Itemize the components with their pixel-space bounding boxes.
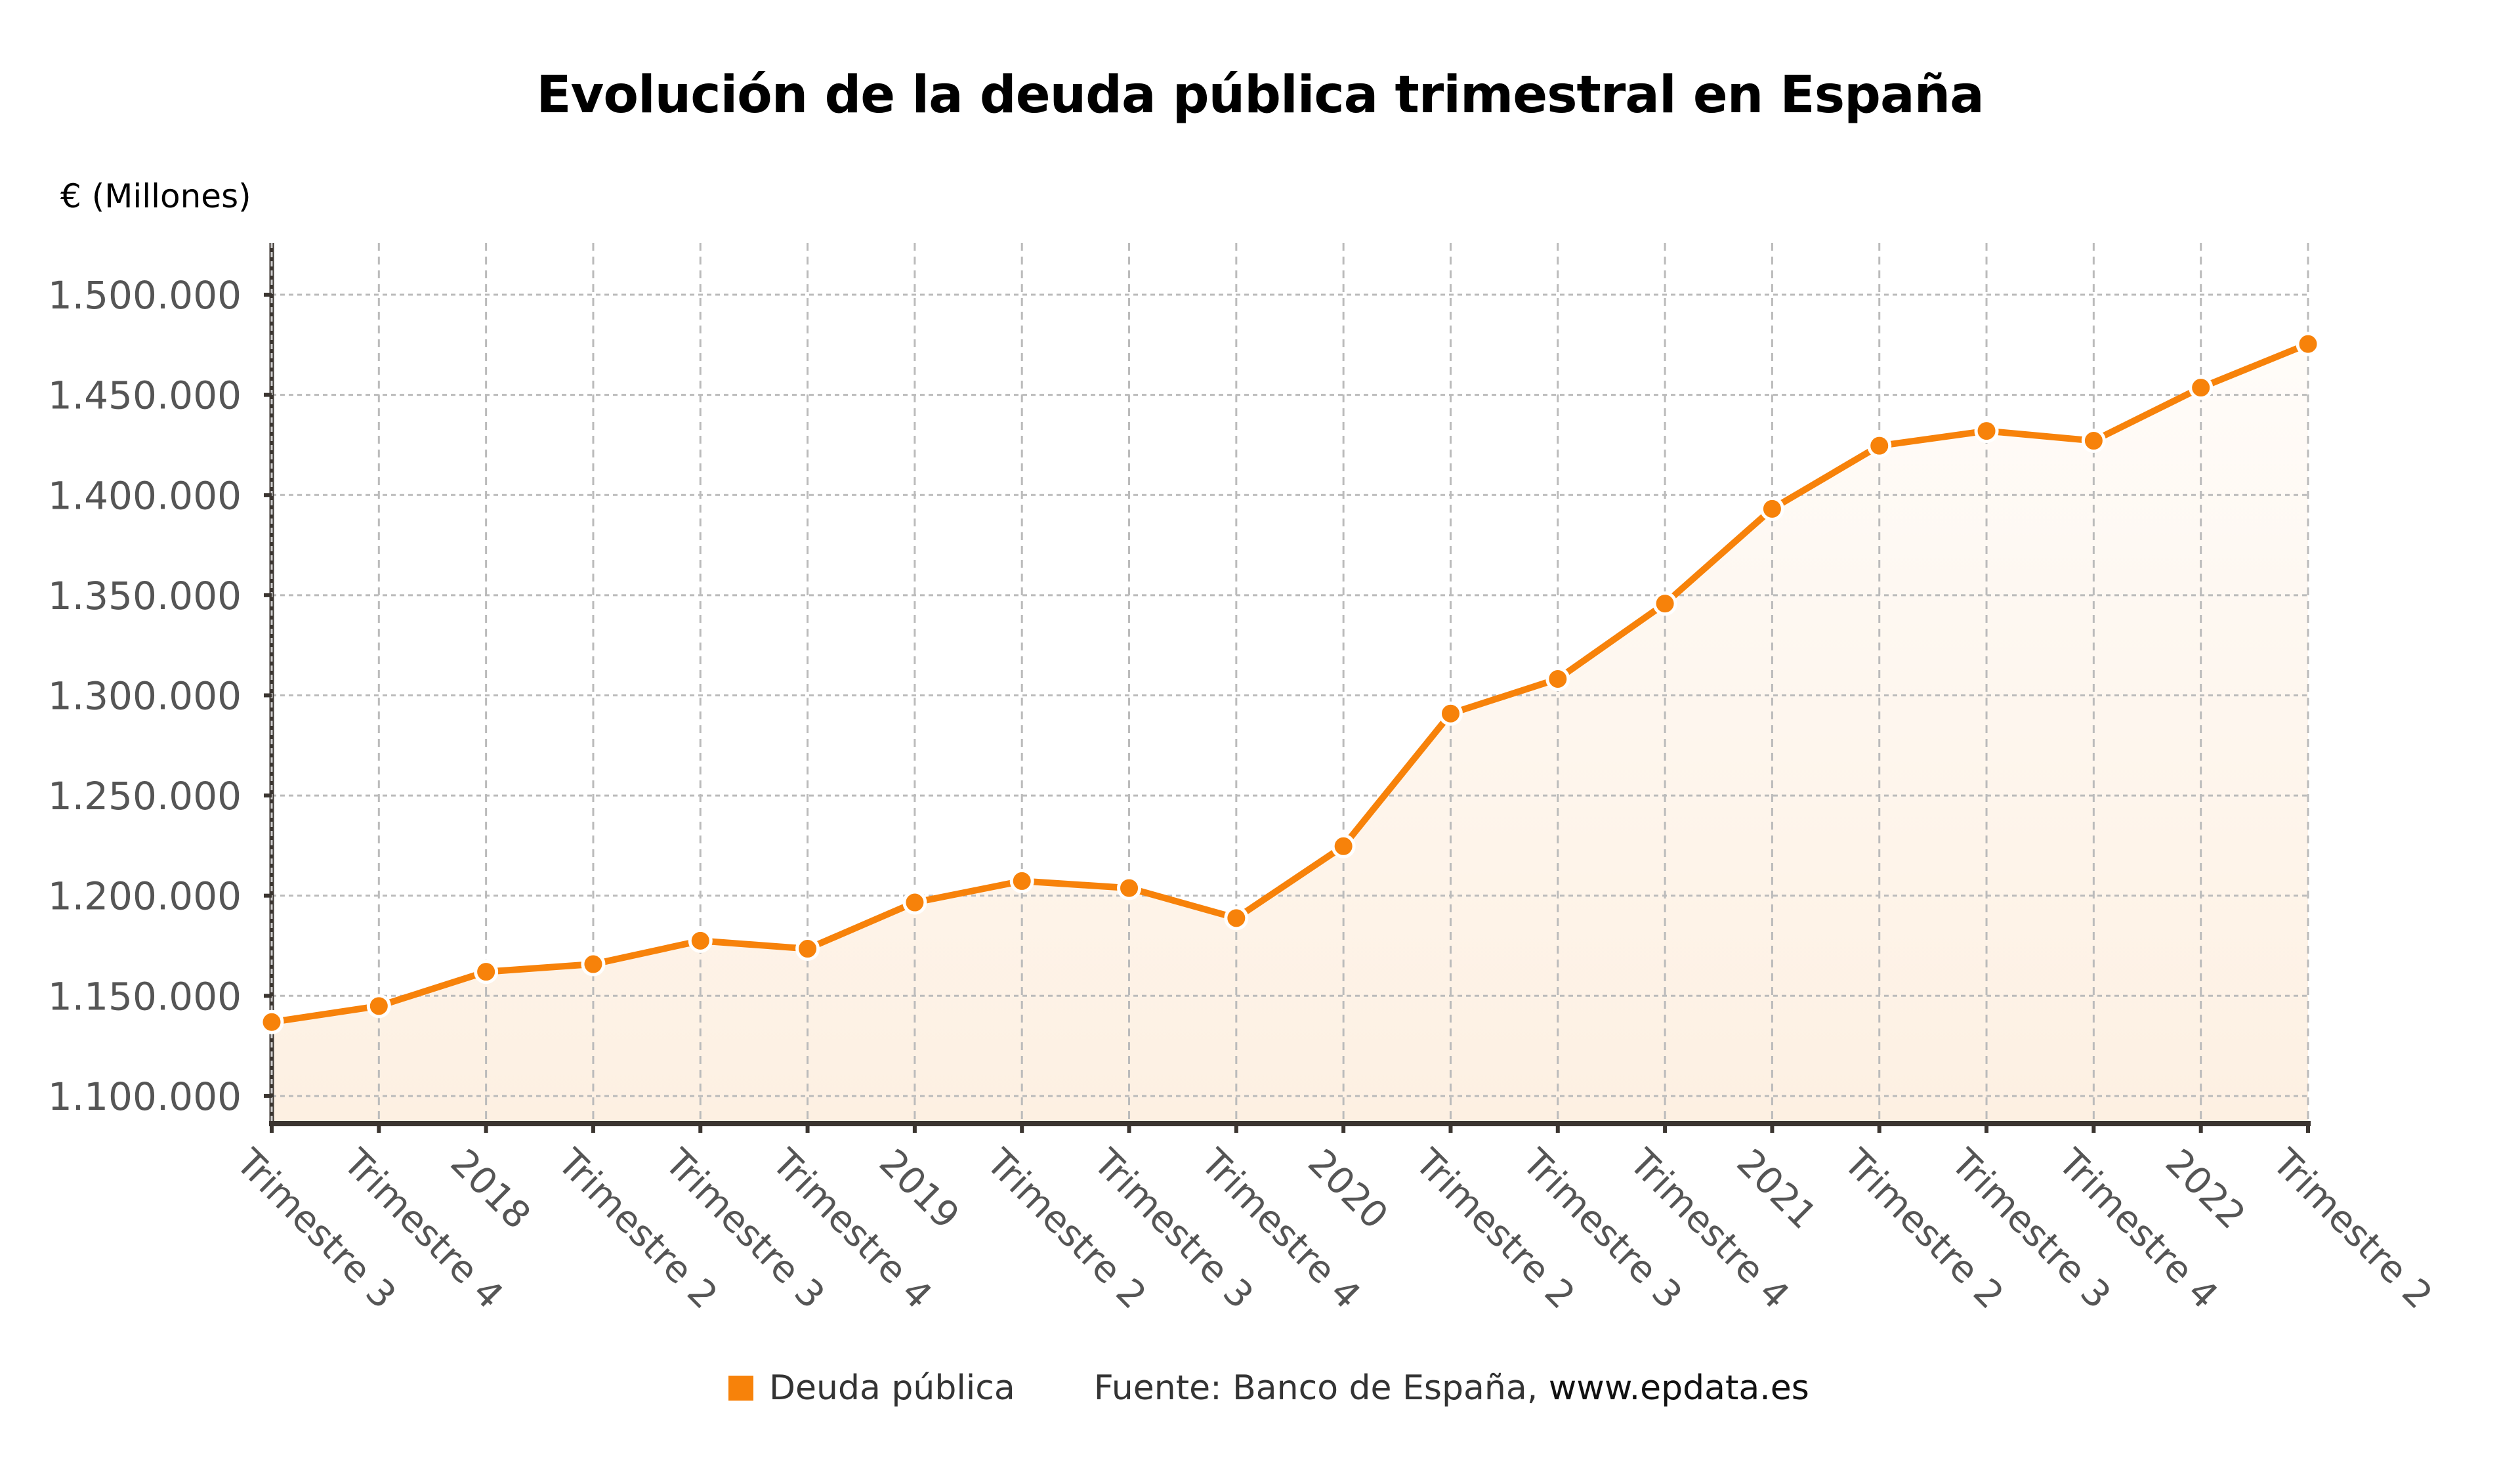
x-tick-label: 2020 <box>1299 1141 1396 1238</box>
legend: Deuda pública Fuente: Banco de España, w… <box>728 1368 1809 1408</box>
area-layer <box>272 344 2308 1124</box>
data-point <box>1652 591 1677 616</box>
data-point <box>1545 666 1570 691</box>
y-tick-label: 1.400.000 <box>48 473 242 518</box>
x-tick-label: 2022 <box>2157 1141 2254 1238</box>
y-tick-label: 1.450.000 <box>48 373 242 418</box>
source-text: Fuente: Banco de España, <box>1093 1368 1549 1408</box>
data-point <box>1009 868 1034 893</box>
data-point <box>902 890 927 915</box>
series-points <box>259 331 2320 1034</box>
y-tick-label: 1.500.000 <box>48 273 242 318</box>
x-tick-label: 2018 <box>442 1141 539 1238</box>
y-axis-unit-label: € (Millones) <box>60 177 251 215</box>
legend-swatch-deuda-publica <box>728 1376 753 1401</box>
y-tick-label: 1.200.000 <box>48 874 242 919</box>
legend-label-deuda-publica: Deuda pública <box>769 1368 1015 1408</box>
data-point <box>688 928 713 953</box>
y-tick-labels: 1.100.000 1.150.000 1.200.000 1.250.000 1.30… <box>48 273 242 1119</box>
source-note: Fuente: Banco de España, www.epdata.es <box>1094 1368 1809 1408</box>
y-tick-label: 1.300.000 <box>48 673 242 718</box>
data-point <box>1117 876 1142 900</box>
data-point <box>1867 433 1892 458</box>
series-line-layer <box>271 341 2309 1026</box>
y-tick-label: 1.350.000 <box>48 574 242 618</box>
data-point <box>1759 496 1784 521</box>
series-area-fill <box>272 344 2308 1124</box>
x-tick-label: 2019 <box>871 1141 967 1238</box>
data-point <box>795 937 820 962</box>
y-tick-label: 1.250.000 <box>48 774 242 818</box>
data-point <box>2296 331 2320 356</box>
y-tick-label: 1.150.000 <box>48 974 242 1019</box>
x-tick-label: 2021 <box>1729 1141 1825 1238</box>
data-point <box>474 960 499 984</box>
data-point <box>1331 834 1356 858</box>
data-point <box>1974 419 1999 444</box>
data-point <box>1224 906 1249 931</box>
grid-layer <box>272 243 2309 1124</box>
data-point <box>2189 375 2214 400</box>
data-point <box>259 1009 284 1034</box>
data-point <box>581 952 606 977</box>
y-tick-label: 1.100.000 <box>48 1074 242 1119</box>
series-line-deuda-publica <box>271 341 2309 1026</box>
x-tick-label: Trimestre 2 <box>2264 1141 2441 1317</box>
source-link[interactable]: www.epdata.es <box>1548 1368 1809 1408</box>
data-point <box>2081 429 2106 454</box>
chart-title: Evolución de la deuda pública trimestral… <box>536 66 1984 125</box>
data-point <box>366 994 391 1019</box>
data-point <box>1438 701 1463 726</box>
axis-layer <box>264 243 2311 1133</box>
